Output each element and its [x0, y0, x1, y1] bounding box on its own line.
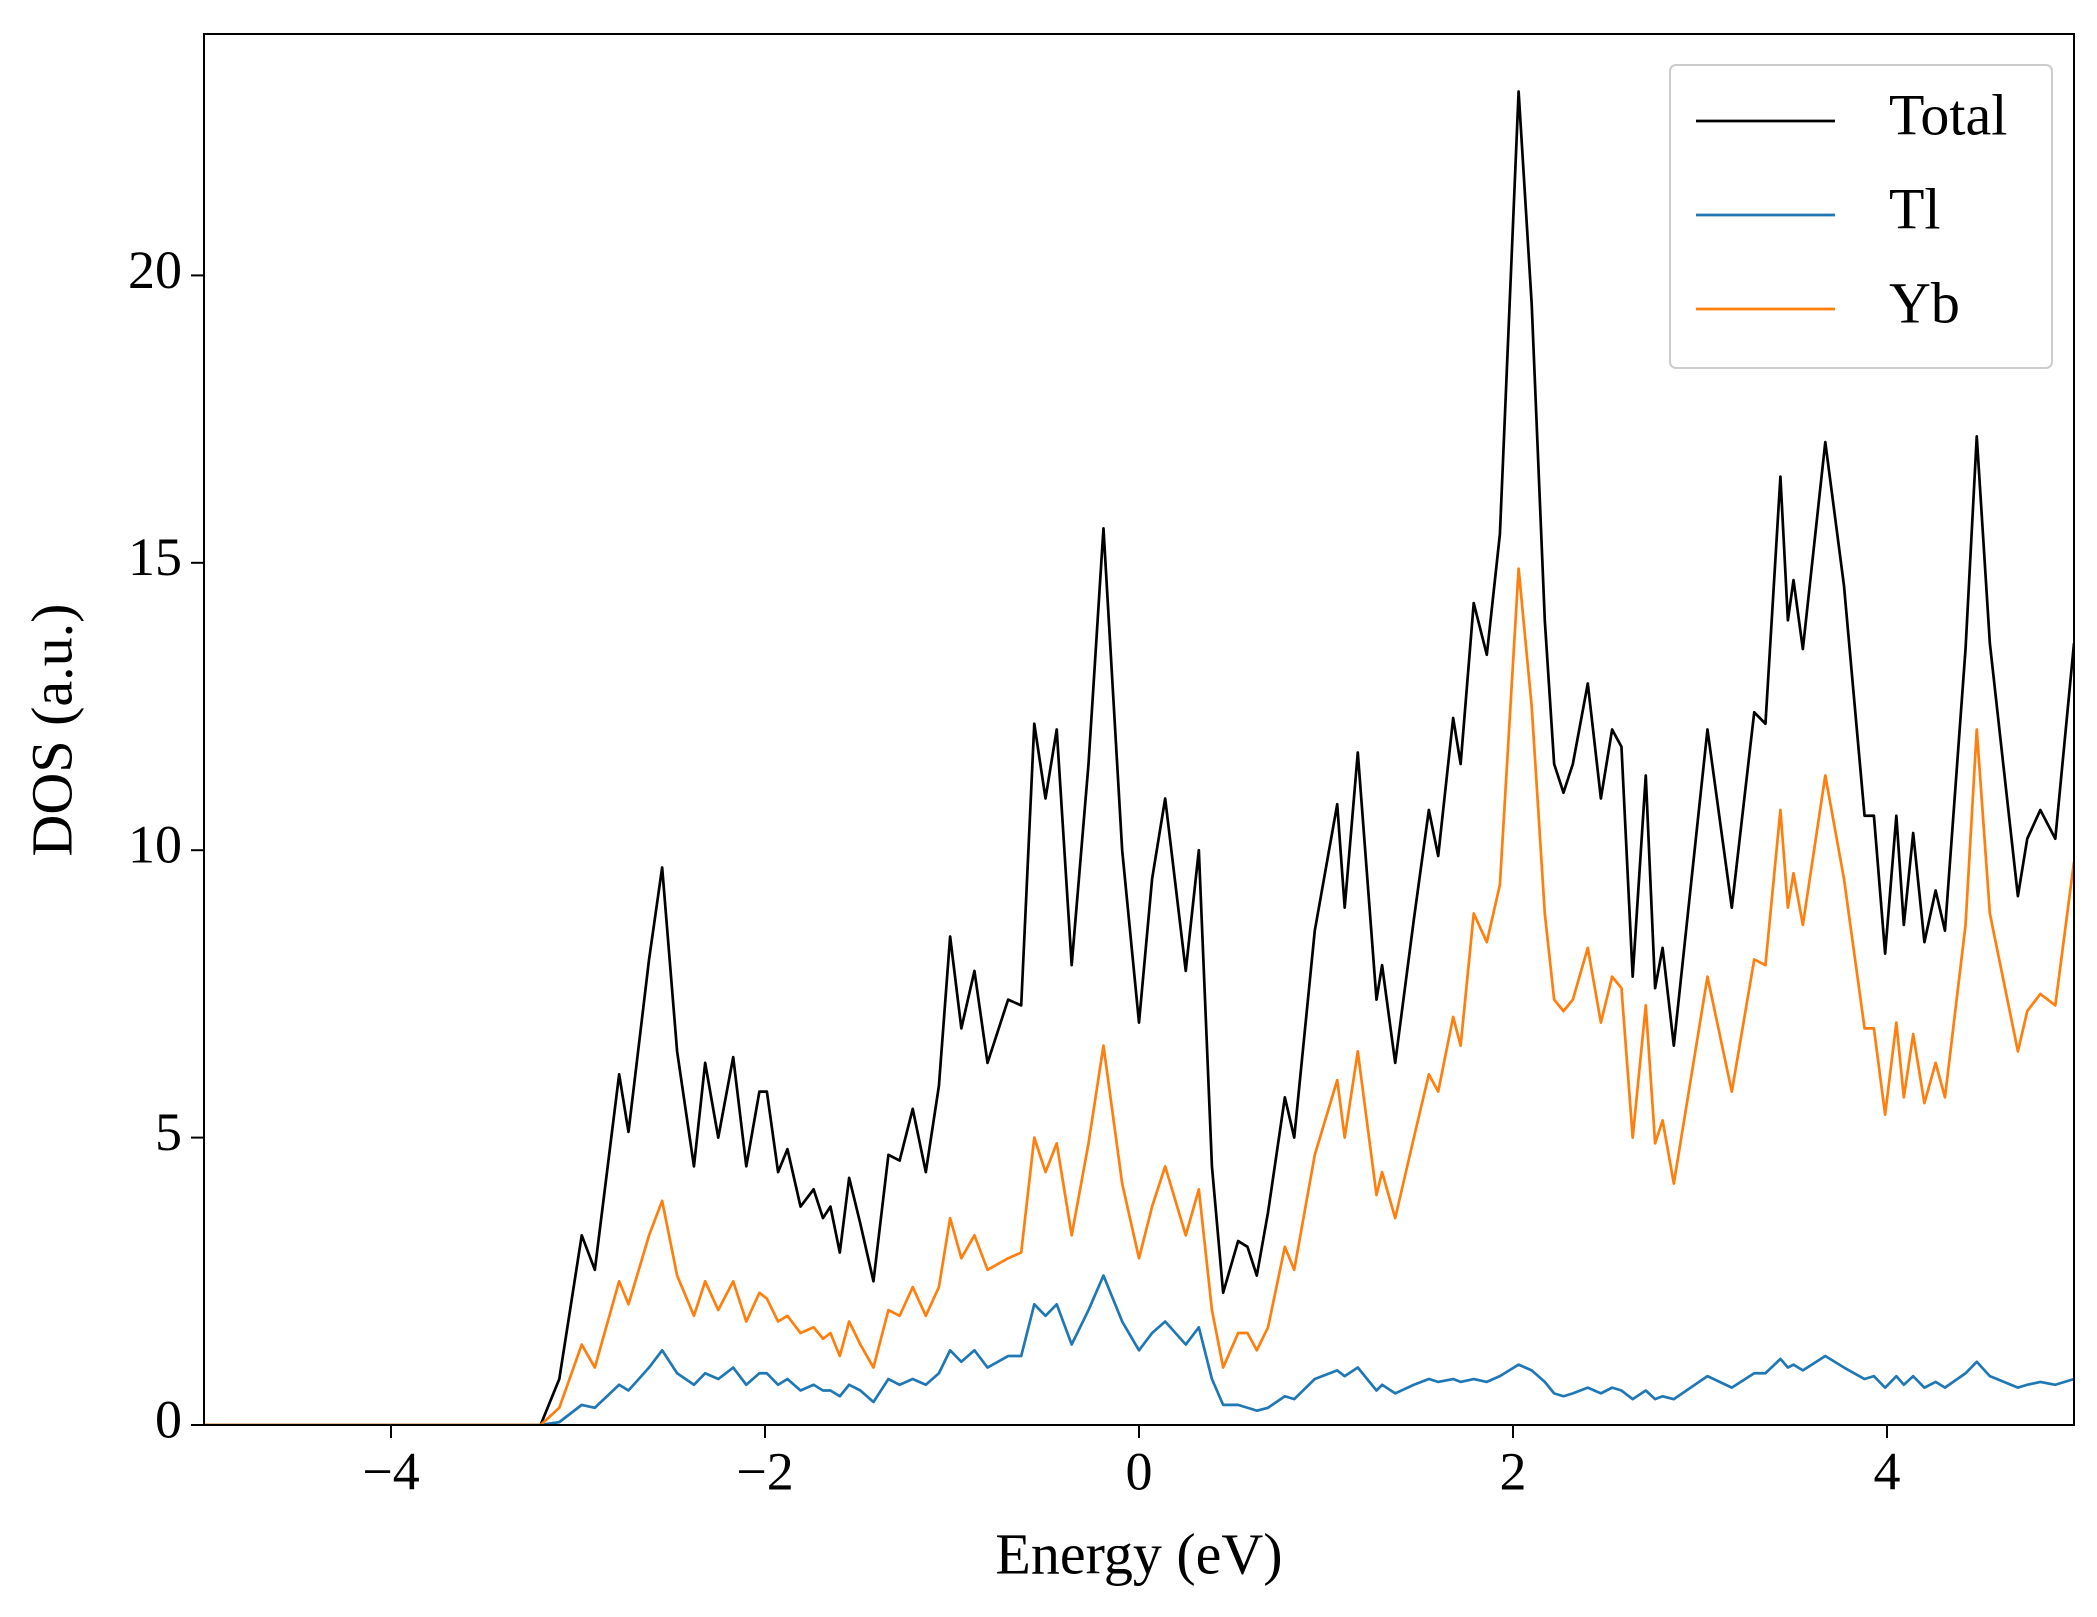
series-line	[204, 1274, 2074, 1425]
legend-label: Tl	[1889, 176, 1941, 241]
y-tick-label: 10	[128, 815, 182, 875]
series-line	[204, 90, 2074, 1425]
y-tick-label: 0	[155, 1389, 182, 1449]
plot-frame	[203, 33, 2075, 1426]
x-tick-label: −2	[736, 1441, 793, 1501]
x-axis-label: Energy (eV)	[995, 1521, 1282, 1586]
legend-label: Yb	[1889, 270, 1960, 335]
y-axis-label: DOS (a.u.)	[19, 604, 84, 857]
y-tick-label: 5	[155, 1102, 182, 1162]
legend-box	[1669, 64, 2053, 369]
x-tick-label: −4	[362, 1441, 419, 1501]
y-tick-label: 20	[128, 240, 182, 300]
x-tick-label: 2	[1500, 1441, 1527, 1501]
x-tick-label: 4	[1874, 1441, 1901, 1501]
series-line	[204, 567, 2074, 1425]
x-tick-label: 0	[1126, 1441, 1153, 1501]
y-tick-label: 15	[128, 527, 182, 587]
legend-label: Total	[1889, 82, 2007, 147]
